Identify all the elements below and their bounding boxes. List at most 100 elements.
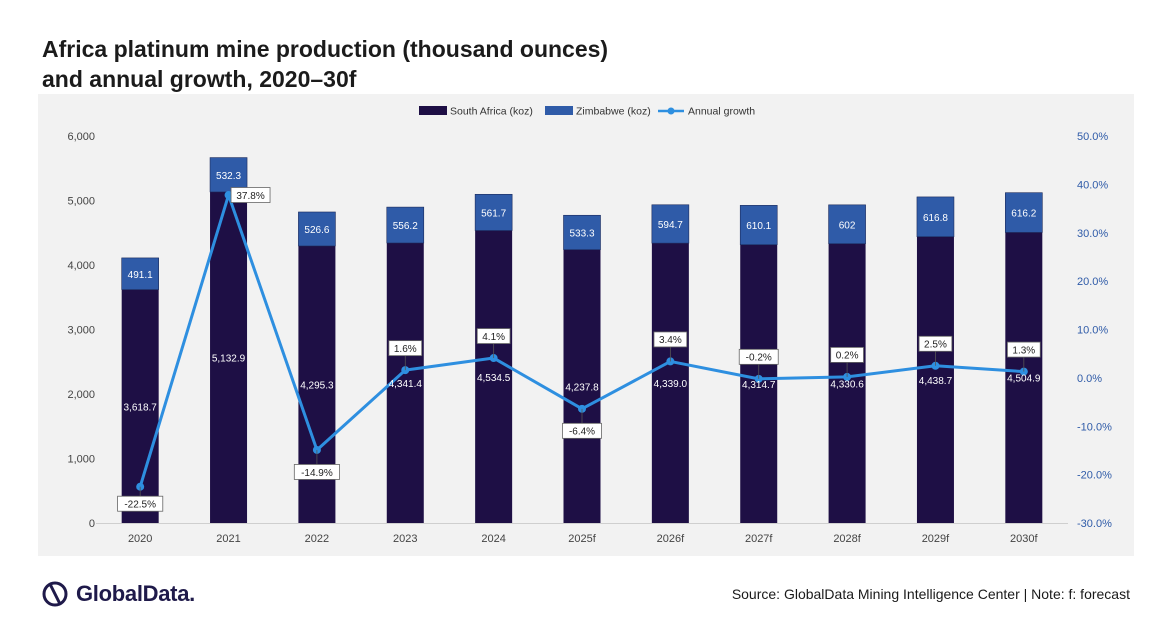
bar-south-africa (916, 236, 954, 523)
growth-label: 37.8% (236, 191, 264, 202)
chart-area: South Africa (koz) Zimbabwe (koz) Annual g… (38, 94, 1134, 556)
bar-south-africa (651, 243, 689, 523)
bar-south-africa (740, 244, 778, 523)
data-label-zimbabwe: 602 (839, 220, 856, 231)
x-tick-label: 2025f (568, 533, 596, 545)
data-label-south-africa: 5,132.9 (212, 353, 246, 364)
bar-zimbabwe (651, 204, 690, 244)
bar-south-africa (210, 191, 248, 523)
legend-label-0: South Africa (koz) (450, 106, 533, 118)
legend-marker-2 (667, 107, 675, 115)
growth-label-box (476, 328, 511, 344)
data-label-zimbabwe: 533.3 (569, 228, 594, 239)
bar-zimbabwe (1005, 192, 1043, 233)
bar-south-africa (475, 230, 513, 523)
globaldata-logo: GlobalData. (40, 578, 195, 610)
growth-label: 2.5% (924, 340, 947, 351)
bar-south-africa (1005, 232, 1043, 523)
growth-label-box (738, 348, 779, 365)
y-right-tick-label: 20.0% (1077, 276, 1108, 288)
y-right-tick-label: -10.0% (1077, 421, 1112, 433)
legend-label-1: Zimbabwe (koz) (576, 106, 651, 118)
data-label-zimbabwe: 526.6 (304, 225, 329, 236)
logo-text: GlobalData. (76, 581, 195, 606)
bar-zimbabwe (386, 206, 425, 244)
x-tick-label: 2028f (833, 533, 861, 545)
data-label-south-africa: 4,438.7 (919, 376, 953, 387)
bar-south-africa (828, 243, 866, 523)
bar-zimbabwe (828, 204, 866, 244)
y-right-tick-label: -30.0% (1077, 518, 1112, 530)
y-left-tick-label: 1,000 (67, 454, 95, 466)
y-left-tick-label: 5,000 (67, 196, 95, 208)
y-left-tick-label: 0 (89, 518, 95, 530)
data-label-south-africa: 4,295.3 (300, 380, 334, 391)
legend-swatch-1 (545, 106, 573, 115)
x-tick-label: 2026f (657, 533, 685, 545)
data-label-south-africa: 4,330.6 (830, 379, 864, 390)
growth-label-box (562, 422, 602, 439)
legend-label-2: Annual growth (688, 106, 755, 118)
data-label-zimbabwe: 616.2 (1011, 209, 1036, 220)
bar-zimbabwe (563, 214, 601, 250)
y-left-tick-label: 4,000 (67, 260, 95, 272)
growth-label: 4.1% (482, 332, 505, 343)
growth-label: -0.2% (746, 353, 772, 364)
x-tick-label: 2023 (393, 533, 417, 545)
chart-svg: South Africa (koz) Zimbabwe (koz) Annual g… (67, 106, 1112, 546)
chart-title-line-2: and annual growth, 2020–30f (42, 66, 357, 92)
y-right-tick-label: 50.0% (1077, 131, 1108, 143)
data-label-zimbabwe: 610.1 (746, 221, 771, 232)
data-label-zimbabwe: 532.3 (216, 171, 241, 182)
x-tick-label: 2029f (922, 533, 950, 545)
data-label-zimbabwe: 561.7 (481, 208, 506, 219)
growth-label: 3.4% (659, 335, 682, 346)
growth-label: 0.2% (836, 351, 859, 362)
data-label-south-africa: 4,237.8 (565, 382, 599, 393)
data-label-zimbabwe: 556.2 (393, 221, 418, 232)
growth-label-box (830, 347, 864, 363)
data-label-south-africa: 4,314.7 (742, 380, 776, 391)
data-label-south-africa: 4,339.0 (654, 379, 688, 390)
y-right-tick-label: 10.0% (1077, 325, 1108, 337)
x-tick-label: 2030f (1010, 533, 1038, 545)
growth-label-box (653, 331, 688, 348)
growth-label: 1.3% (1012, 345, 1035, 356)
x-tick-label: 2022 (305, 533, 329, 545)
y-right-tick-label: 40.0% (1077, 179, 1108, 191)
bar-south-africa (563, 249, 601, 523)
data-label-zimbabwe: 491.1 (128, 270, 153, 281)
y-left-tick-label: 3,000 (67, 325, 95, 337)
legend-swatch-0 (419, 106, 447, 115)
y-left-tick-label: 2,000 (67, 389, 95, 401)
data-label-zimbabwe: 616.8 (923, 213, 948, 224)
bar-zimbabwe (298, 211, 336, 247)
growth-label: -22.5% (124, 500, 156, 511)
y-right-tick-label: 30.0% (1077, 228, 1108, 240)
source-note: Source: GlobalData Mining Intelligence C… (731, 586, 1130, 602)
x-tick-label: 2020 (128, 533, 152, 545)
chart-title: Africa platinum mine production (thousan… (42, 34, 802, 94)
x-tick-label: 2021 (216, 533, 240, 545)
data-label-zimbabwe: 594.7 (658, 220, 683, 231)
growth-label: 1.6% (394, 344, 417, 355)
globaldata-logo-icon (42, 581, 68, 607)
y-right-tick-label: -20.0% (1077, 470, 1112, 482)
growth-point (224, 191, 233, 200)
growth-label-box (918, 335, 953, 352)
chart-title-line-1: Africa platinum mine production (thousan… (42, 36, 609, 62)
growth-label-box (230, 187, 271, 203)
growth-label-box (388, 340, 423, 357)
growth-label: -14.9% (301, 468, 333, 479)
bar-zimbabwe (916, 196, 955, 238)
y-right-tick-label: 0.0% (1077, 373, 1102, 385)
growth-label: -6.4% (569, 427, 595, 438)
data-label-south-africa: 4,504.9 (1007, 374, 1041, 385)
data-label-south-africa: 4,341.4 (389, 379, 423, 390)
bar-zimbabwe (739, 205, 778, 246)
data-label-south-africa: 4,534.5 (477, 373, 511, 384)
data-label-south-africa: 3,618.7 (123, 402, 157, 413)
bar-zimbabwe (121, 257, 159, 290)
x-tick-label: 2024 (481, 533, 505, 545)
growth-label-box (1007, 341, 1041, 358)
